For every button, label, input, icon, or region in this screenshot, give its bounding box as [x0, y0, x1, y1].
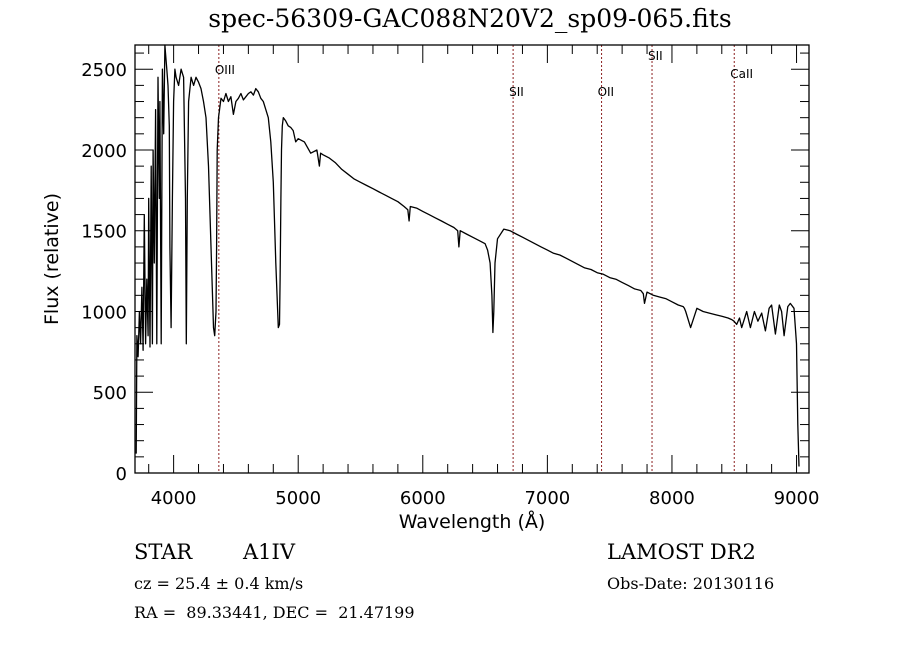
y-tick-label: 0 [116, 464, 127, 485]
spectral-line-label: SII [509, 85, 524, 99]
spectrum-line [135, 44, 800, 467]
x-axis-label: Wavelength (Å) [399, 510, 546, 533]
y-tick-label: 1000 [81, 302, 127, 323]
x-tick-label: 6000 [400, 488, 446, 509]
y-axis-label: Flux (relative) [41, 193, 63, 325]
y-tick-label: 500 [93, 383, 127, 404]
spectral-line-label: SII [648, 49, 663, 63]
x-tick-label: 9000 [774, 488, 820, 509]
coordinates-text: RA = 89.33441, DEC = 21.47199 [134, 603, 415, 622]
chart-title: spec-56309-GAC088N20V2_sp09-065.fits [208, 4, 732, 33]
spectral-line-label: OIII [215, 63, 235, 77]
y-tick-label: 2500 [81, 60, 127, 81]
spectral-line-label: OII [598, 85, 615, 99]
object-class: STAR [134, 540, 193, 564]
redshift-text: cz = 25.4 ± 0.4 km/s [134, 574, 304, 593]
obs-date: Obs-Date: 20130116 [607, 574, 775, 593]
y-tick-label: 1500 [81, 222, 127, 243]
x-tick-label: 4000 [151, 488, 197, 509]
plot-frame [134, 44, 810, 474]
spectral-line-label: CaII [730, 67, 753, 81]
x-tick-label: 8000 [649, 488, 695, 509]
object-subclass: A1IV [243, 540, 295, 564]
survey-name: LAMOST DR2 [607, 540, 756, 564]
y-tick-label: 2000 [81, 141, 127, 162]
x-tick-label: 7000 [524, 488, 570, 509]
x-tick-label: 5000 [275, 488, 321, 509]
